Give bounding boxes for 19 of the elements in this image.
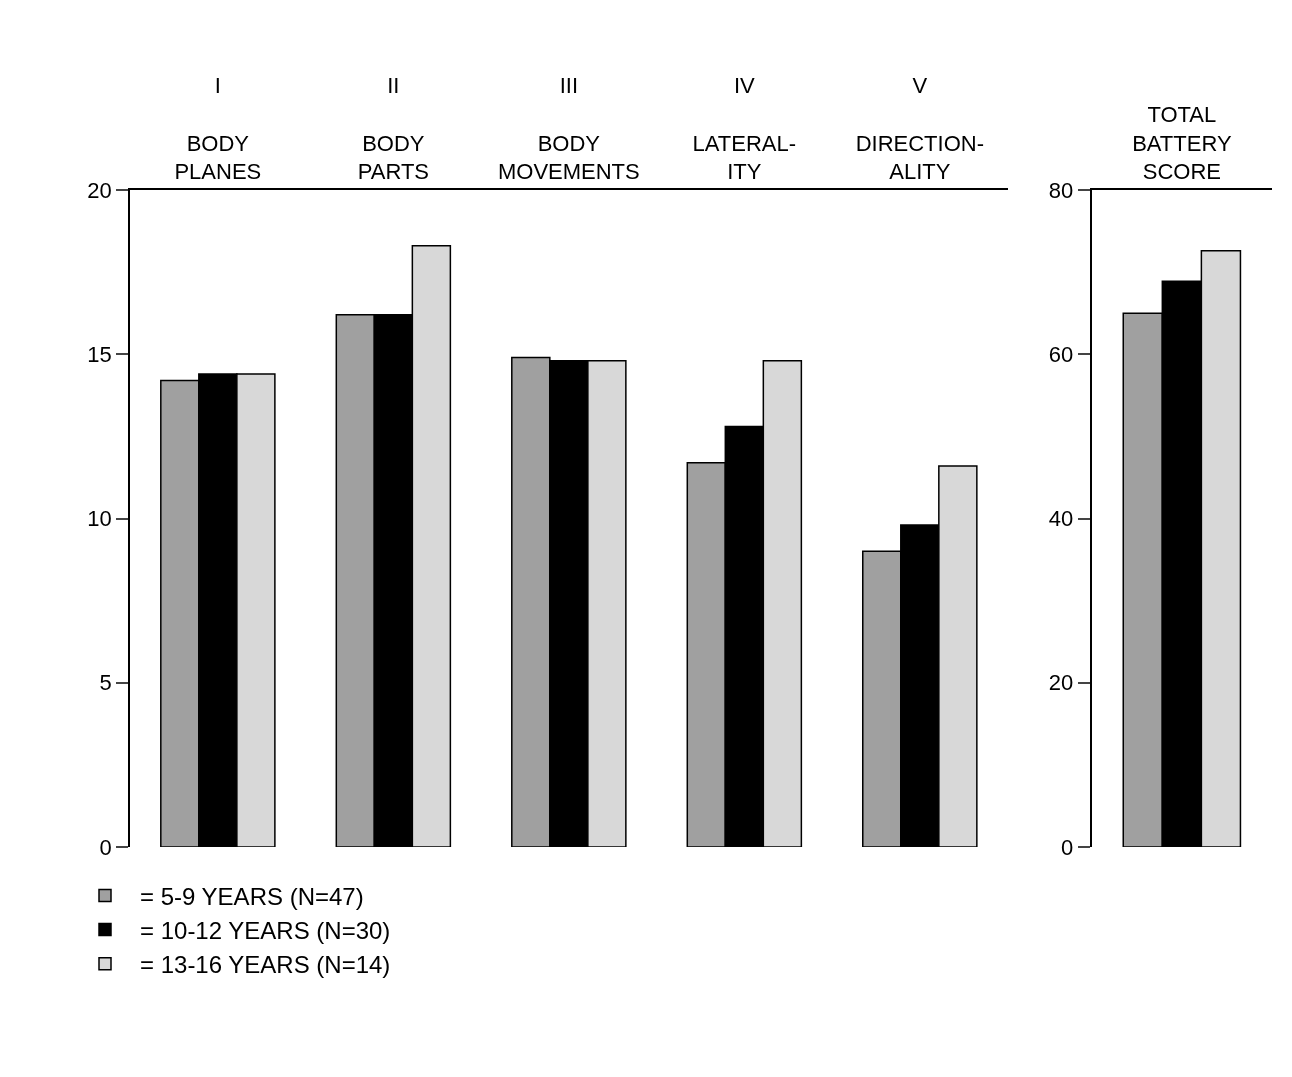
x-tick-label: TOTAL BATTERY SCORE	[1132, 102, 1232, 185]
y-tick-label: 20	[1048, 670, 1074, 696]
y-tick-label: 10	[87, 506, 112, 532]
category-label: IV LATERAL- ITY	[692, 73, 797, 185]
y-tick-label: 15	[87, 341, 112, 367]
category-label: V DIRECTION- ALITY	[855, 73, 984, 185]
y-tick-label: 0	[1061, 834, 1074, 860]
legend-label: = 10-12 YEARS (N=30)	[140, 916, 391, 944]
y-tick-label: 60	[1048, 341, 1074, 367]
y-tick-label: 5	[99, 670, 112, 696]
category-label: II BODY PARTS	[357, 73, 429, 185]
y-tick-label: 0	[99, 834, 112, 860]
legend-label: = 5-9 YEARS (N=47)	[140, 882, 364, 910]
category-label: I BODY PLANES	[174, 73, 262, 185]
legend-label: = 13-16 YEARS (N=14)	[140, 951, 391, 979]
y-tick-label: 40	[1048, 506, 1074, 532]
y-tick-label: 80	[1048, 177, 1074, 203]
category-label: III BODY MOVEMENTS	[497, 73, 640, 185]
y-tick-label: 20	[87, 177, 112, 203]
